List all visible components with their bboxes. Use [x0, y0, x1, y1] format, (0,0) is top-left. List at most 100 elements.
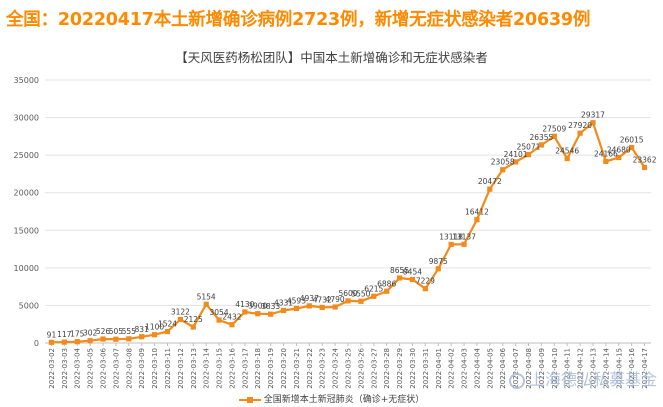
data-label: 26355: [529, 133, 553, 142]
x-tick-label: 2022-04-07: [512, 348, 520, 389]
data-point: [629, 144, 635, 151]
x-tick-label: 2022-04-12: [577, 348, 585, 389]
data-label: 6886: [377, 279, 396, 288]
y-tick-label: 25000: [14, 151, 39, 160]
x-tick-label: 2022-03-24: [332, 347, 340, 388]
data-label: 20472: [478, 177, 502, 186]
x-tick-label: 2022-03-16: [228, 347, 236, 388]
data-point: [396, 275, 403, 281]
legend-label: 全国新增本土新冠肺炎（确诊+无症状）: [263, 395, 425, 405]
y-tick-label: 5000: [19, 301, 39, 310]
data-label: 24680: [607, 146, 631, 155]
data-label: 505: [109, 327, 124, 336]
data-point: [255, 311, 261, 317]
x-tick-label: 2022-03-19: [267, 348, 275, 389]
x-tick-label: 2022-04-03: [461, 348, 469, 389]
grid-lines: [45, 79, 651, 344]
y-tick-label: 10000: [14, 264, 39, 273]
y-tick-label: 20000: [14, 189, 39, 198]
data-point: [603, 158, 609, 165]
data-point: [564, 155, 570, 162]
data-label: 5600: [338, 289, 357, 298]
data-point: [525, 152, 532, 158]
data-label: 4593: [287, 296, 306, 305]
data-label: 8655: [390, 266, 409, 275]
x-tick-label: 2022-03-08: [125, 348, 133, 389]
data-point: [435, 266, 441, 272]
y-tick-label: 15000: [14, 226, 39, 235]
x-tick-label: 2022-04-11: [564, 348, 572, 389]
data-label: 117: [57, 330, 72, 339]
data-point: [371, 293, 377, 299]
data-point: [513, 159, 519, 165]
x-tick-label: 2022-03-31: [422, 348, 430, 389]
x-tick-label: 2022-04-15: [615, 348, 623, 389]
data-point: [229, 322, 235, 328]
x-tick-label: 2022-04-04: [473, 347, 481, 388]
data-point: [306, 303, 312, 309]
y-tick-label: 35000: [14, 76, 39, 85]
data-label: 1100: [145, 323, 164, 332]
data-point: [332, 304, 338, 310]
data-label: 25071: [517, 143, 541, 152]
data-point: [203, 301, 209, 307]
data-point: [474, 217, 480, 223]
x-tick-label: 2022-04-14: [602, 347, 610, 388]
series-markers: [48, 120, 648, 345]
data-label: 175: [70, 330, 85, 339]
data-point: [164, 328, 171, 335]
x-tick-label: 2022-03-12: [177, 348, 185, 389]
data-point: [384, 288, 390, 294]
x-tick-label: 2022-04-05: [486, 348, 494, 389]
data-point: [590, 120, 596, 126]
data-point: [293, 305, 300, 312]
data-point: [113, 336, 119, 342]
data-point: [48, 339, 55, 345]
x-tick-label: 2022-03-09: [138, 348, 146, 389]
data-label: 4790: [326, 295, 345, 304]
data-point: [500, 167, 506, 173]
data-label: 5550: [351, 289, 370, 298]
x-tick-label: 2022-03-02: [48, 348, 56, 389]
data-label: 9875: [429, 257, 448, 266]
x-tick-label: 2022-03-21: [293, 348, 301, 389]
x-tick-label: 2022-04-08: [525, 348, 533, 389]
x-tick-label: 2022-03-25: [345, 348, 353, 389]
data-label: 8454: [403, 267, 422, 276]
data-point: [139, 334, 145, 340]
data-point: [345, 298, 351, 304]
data-label: 526: [96, 327, 111, 336]
legend-swatch: [238, 396, 261, 404]
data-label: 4937: [300, 294, 319, 303]
data-point: [177, 316, 183, 323]
data-label: 4130: [235, 300, 254, 309]
data-point: [268, 311, 274, 317]
x-tick-label: 2022-03-30: [409, 348, 417, 389]
data-point: [87, 338, 93, 344]
data-point: [126, 336, 132, 342]
watermark-text: 上海德弘私募基金: [528, 370, 657, 389]
data-point: [448, 241, 454, 248]
x-tick-label: 2022-04-06: [499, 347, 507, 388]
data-label: 24101: [504, 150, 528, 159]
data-label: 3122: [171, 308, 190, 317]
x-tick-label: 2022-03-29: [396, 348, 404, 389]
data-label: 3054: [210, 308, 229, 317]
data-label: 27509: [542, 124, 566, 133]
data-point: [242, 309, 248, 315]
x-tick-label: 2022-04-01: [435, 348, 443, 389]
data-label: 6215: [364, 284, 383, 293]
x-tick-label: 2022-03-10: [151, 348, 159, 389]
data-label: 23362: [633, 155, 657, 164]
x-tick-label: 2022-03-11: [164, 348, 172, 389]
data-point: [577, 130, 583, 136]
data-point: [61, 339, 67, 345]
data-label: 24166: [594, 149, 618, 158]
x-tick-label: 2022-04-16: [628, 347, 636, 388]
data-label: 29317: [581, 111, 605, 120]
data-label: 24546: [555, 147, 579, 156]
data-label: 4331: [274, 298, 293, 307]
x-tick-label: 2022-03-14: [203, 347, 211, 388]
x-tick-label: 2022-03-05: [87, 348, 95, 389]
